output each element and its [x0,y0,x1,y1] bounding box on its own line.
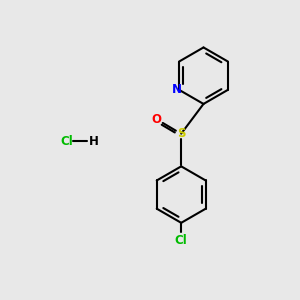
Text: H: H [88,135,98,148]
Text: Cl: Cl [60,135,73,148]
Text: O: O [152,113,162,126]
Text: N: N [172,83,182,96]
Text: S: S [178,127,186,140]
Text: Cl: Cl [175,234,188,247]
